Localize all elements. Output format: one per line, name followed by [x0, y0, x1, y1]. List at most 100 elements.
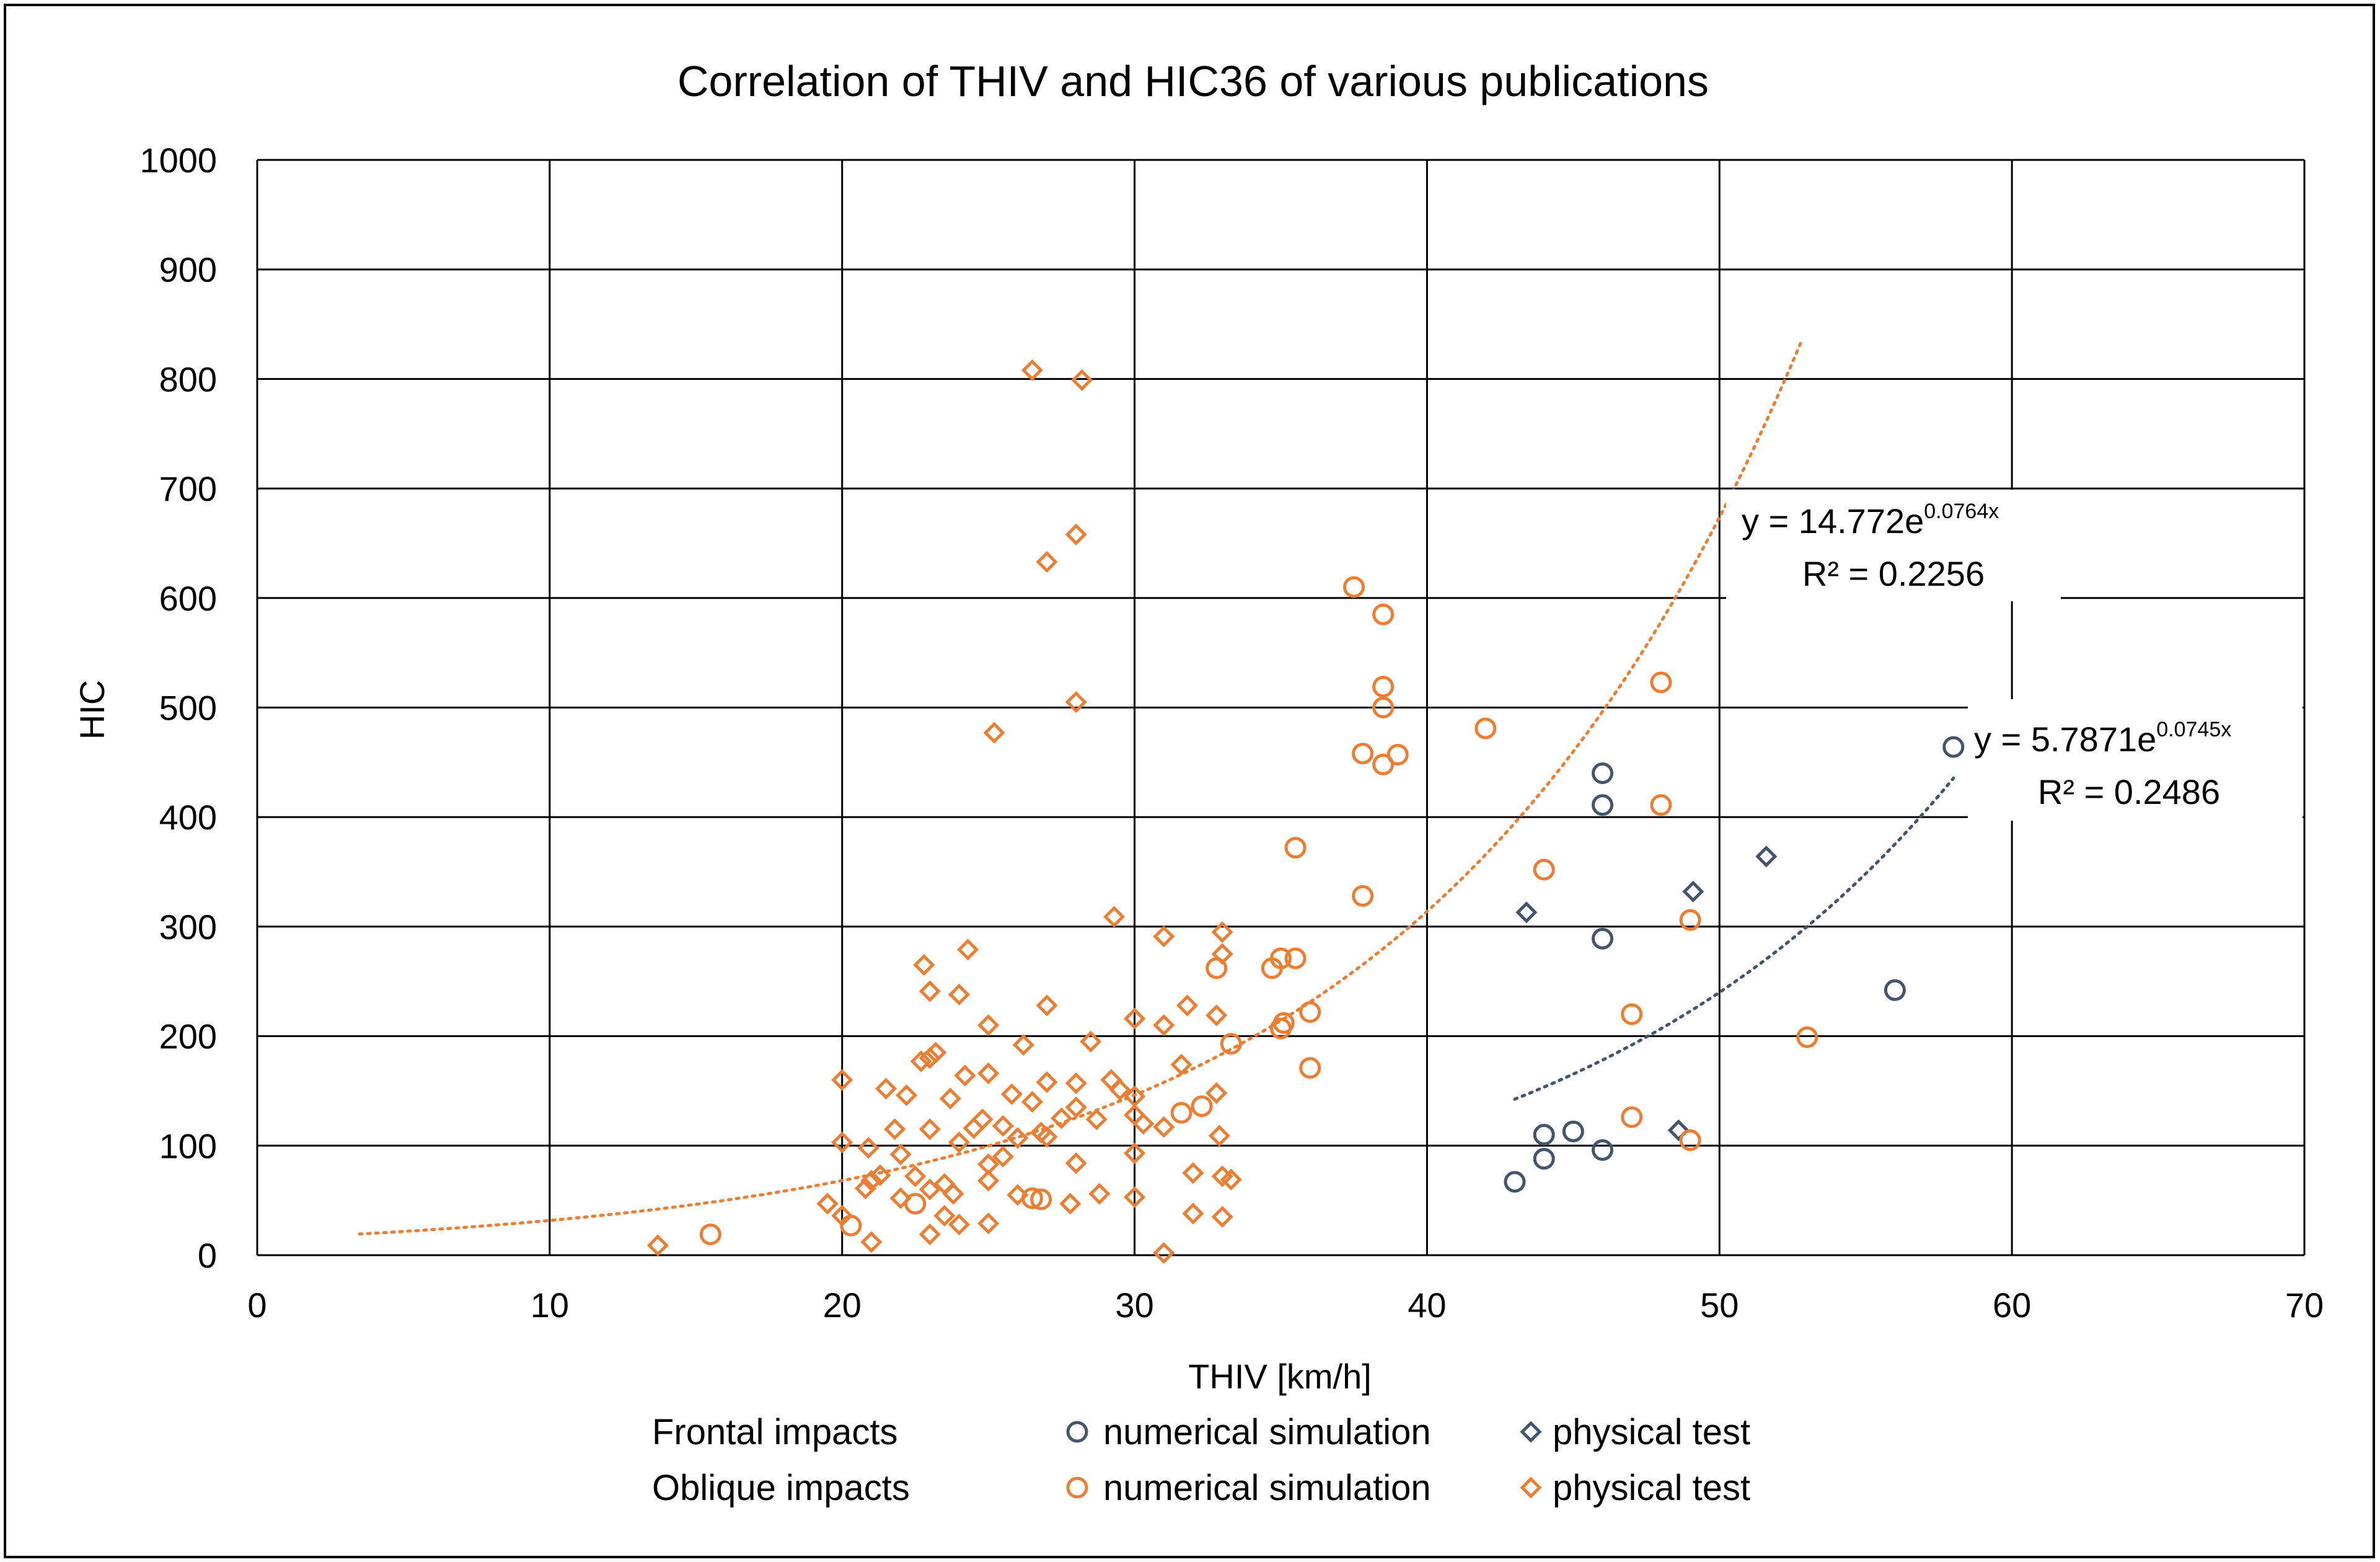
oblique-sim-point: [1030, 1188, 1052, 1211]
oblique-test-point: [1153, 1242, 1175, 1264]
oblique-test-point: [1211, 1206, 1233, 1228]
oblique-test-point: [1071, 369, 1093, 391]
frontal-test-point: [1755, 845, 1778, 868]
oblique-test-point: [948, 1213, 970, 1236]
frontal-trendline: [1513, 776, 1955, 1101]
oblique-test-point: [1021, 1091, 1043, 1113]
oblique-test-point: [889, 1143, 912, 1165]
oblique-equation-exp: 0.0764x: [1924, 500, 1999, 523]
legend-frontal-test-label: physical test: [1553, 1412, 1750, 1452]
oblique-sim-point: [1650, 794, 1672, 816]
oblique-test-point: [904, 1165, 927, 1188]
oblique-equation: y = 14.772e0.0764x: [1742, 500, 1999, 541]
oblique-sim-point: [1796, 1026, 1818, 1048]
frontal-equation-box: [1968, 699, 2303, 821]
oblique-sim-point: [1270, 947, 1292, 969]
x-tick-label: 0: [247, 1286, 267, 1325]
oblique-test-point: [948, 1131, 970, 1154]
oblique-test-point: [1036, 994, 1058, 1017]
oblique-test-point: [919, 1178, 941, 1201]
oblique-test-point: [983, 721, 1005, 744]
oblique-test-point: [1170, 1054, 1192, 1076]
oblique-test-point: [646, 1234, 669, 1256]
oblique-sim-point: [699, 1223, 721, 1245]
x-axis-label: THIV [km/h]: [1188, 1357, 1372, 1396]
oblique-test-point: [1088, 1183, 1111, 1205]
oblique-test-point: [1132, 1113, 1155, 1135]
oblique-test-point: [1182, 1162, 1204, 1185]
oblique-test-point: [919, 1118, 941, 1141]
oblique-test-point: [1007, 1127, 1029, 1149]
frontal-sim-point: [1592, 762, 1614, 785]
x-tick-label: 10: [531, 1286, 569, 1325]
oblique-r2: R² = 0.2256: [1802, 554, 1985, 593]
legend-oblique-test-marker: [1520, 1476, 1542, 1499]
oblique-test-point: [948, 983, 970, 1005]
legend-row-frontal-label: Frontal impacts: [652, 1412, 897, 1452]
oblique-test-point: [977, 1062, 1000, 1085]
oblique-test-point: [913, 954, 935, 976]
oblique-sim-point: [1679, 909, 1701, 931]
oblique-test-point: [971, 1108, 994, 1131]
oblique-test-point: [1176, 994, 1199, 1017]
oblique-test-point: [884, 1118, 906, 1141]
oblique-sim-point: [1352, 885, 1374, 907]
oblique-test-point: [1065, 1152, 1087, 1175]
oblique-sim-point: [1372, 697, 1395, 718]
y-tick-label: 900: [159, 250, 217, 289]
oblique-test-point: [831, 1131, 853, 1154]
oblique-test-point: [1220, 1168, 1242, 1191]
legend-frontal-sim-marker: [1066, 1421, 1088, 1443]
oblique-test-point: [895, 1084, 918, 1106]
oblique-test-point: [1103, 906, 1126, 928]
oblique-test-point: [1205, 1082, 1228, 1105]
oblique-test-point: [1051, 1107, 1073, 1129]
oblique-test-point: [910, 1050, 932, 1072]
y-tick-label: 600: [159, 579, 217, 618]
oblique-equation-label: y = 14.772e0.0764x R² = 0.2256: [1726, 490, 2061, 601]
legend-oblique-sim-label: numerical simulation: [1103, 1468, 1431, 1508]
oblique-sim-point: [1372, 753, 1395, 775]
oblique-sim-point: [1299, 1001, 1321, 1023]
oblique-test-point: [860, 1170, 883, 1192]
oblique-test-point: [1085, 1108, 1108, 1131]
oblique-test-point: [1153, 1116, 1175, 1138]
oblique-test-point: [1059, 1193, 1082, 1215]
oblique-test-point: [925, 1041, 947, 1064]
x-tick-labels: 0 10 20 30 40 50 60 70: [247, 1286, 2324, 1325]
oblique-sim-point: [1372, 603, 1395, 625]
oblique-test-point: [939, 1087, 961, 1110]
y-tick-label: 400: [159, 798, 217, 837]
frontal-sim-point: [1592, 1139, 1614, 1161]
oblique-test-point: [1124, 1007, 1146, 1030]
y-tick-label: 500: [159, 689, 217, 728]
frontal-sim-point: [1533, 1148, 1555, 1170]
x-tick-label: 60: [1993, 1286, 2031, 1325]
oblique-sim-point: [1299, 1057, 1321, 1079]
y-axis-label: HIC: [73, 680, 112, 739]
oblique-sim-point: [1621, 1003, 1643, 1025]
oblique-test-point: [1036, 550, 1058, 573]
oblique-test-point: [942, 1183, 964, 1205]
oblique-test-point: [1124, 1142, 1146, 1165]
oblique-test-point: [1109, 1079, 1131, 1101]
oblique-test-point: [1065, 1096, 1087, 1118]
oblique-test-point: [857, 1137, 879, 1159]
frontal-sim-point: [1533, 1124, 1555, 1146]
y-tick-label: 200: [159, 1017, 217, 1056]
frontal-sim-point: [1942, 736, 1965, 758]
oblique-test-point: [1021, 359, 1043, 381]
frontal-test-point: [1515, 901, 1538, 924]
oblique-test-point: [957, 938, 979, 961]
oblique-test-point: [1182, 1202, 1204, 1225]
oblique-test-point: [1205, 1004, 1228, 1026]
oblique-test-point: [1208, 1124, 1230, 1147]
oblique-sim-point: [1284, 837, 1307, 859]
oblique-equation-box: [1726, 490, 2061, 601]
oblique-test-point: [1012, 1034, 1034, 1056]
oblique-sim-point: [1621, 1106, 1643, 1128]
oblique-sim-point: [1284, 947, 1307, 969]
oblique-test-point: [816, 1193, 839, 1215]
x-tick-label: 30: [1115, 1286, 1153, 1325]
